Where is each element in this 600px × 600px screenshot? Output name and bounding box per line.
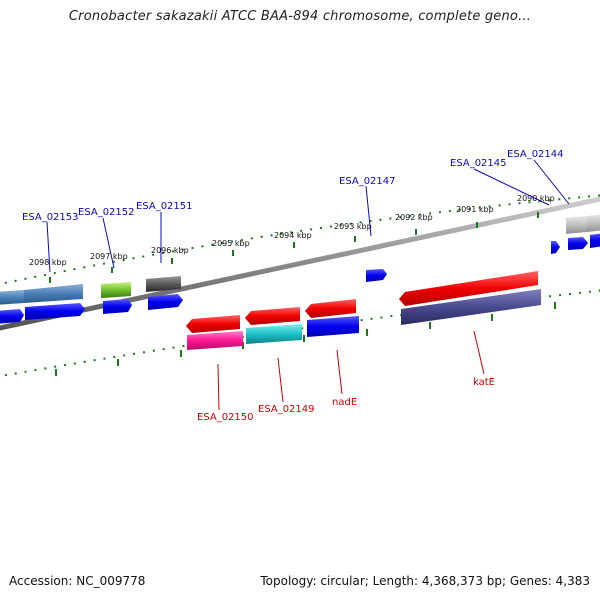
gene-feature[interactable] <box>587 214 600 232</box>
forward-strand-genes <box>0 214 600 324</box>
label-leaders <box>46 159 570 273</box>
reverse-strand-genes <box>186 271 541 350</box>
gene-label[interactable]: ESA_02149 <box>258 404 315 415</box>
gene-feature[interactable] <box>0 309 24 324</box>
tick-label: 2092 kbp <box>395 213 433 222</box>
tick-label: 2091 kbp <box>456 205 494 214</box>
gene-feature[interactable] <box>566 216 587 234</box>
accession-text: Accession: NC_009778 <box>9 574 146 588</box>
scale-labels: 2098 kbp 2097 kbp 2096 kbp 2095 kbp 2094… <box>29 194 555 267</box>
tick-label: 2095 kbp <box>212 239 250 248</box>
upper-major-ticks <box>49 212 539 283</box>
gene-label[interactable]: ESA_02152 <box>78 207 135 218</box>
tick-label: 2096 kbp <box>151 246 189 255</box>
tick-label: 2094 kbp <box>274 231 312 240</box>
gene-feature[interactable] <box>148 294 183 310</box>
gene-label[interactable]: ESA_02147 <box>339 176 396 187</box>
gene-label[interactable]: katE <box>473 377 495 388</box>
tick-label: 2093 kbp <box>334 222 372 231</box>
gene-feature[interactable] <box>0 290 24 305</box>
gene-feature[interactable] <box>246 324 302 344</box>
gene-feature[interactable] <box>551 241 560 254</box>
gene-feature[interactable] <box>187 331 243 350</box>
gene-feature[interactable] <box>590 233 600 248</box>
gene-feature[interactable] <box>25 303 85 320</box>
gene-labels-bottom: ESA_02150 ESA_02149 nadE katE <box>197 377 495 423</box>
gene-feature[interactable] <box>24 284 83 303</box>
gene-feature[interactable] <box>186 315 240 333</box>
gene-feature[interactable] <box>146 276 181 292</box>
scale-track-upper <box>0 194 600 285</box>
gene-label[interactable]: nadE <box>332 397 357 408</box>
label-leaders-bottom <box>217 330 485 411</box>
gene-feature[interactable] <box>401 289 541 325</box>
tick-label: 2097 kbp <box>90 252 128 261</box>
gene-label[interactable]: ESA_02153 <box>22 212 79 223</box>
gene-feature[interactable] <box>399 271 538 306</box>
map-title: Cronobacter sakazakii ATCC BAA-894 chrom… <box>68 9 532 24</box>
tick-label: 2098 kbp <box>29 258 67 267</box>
gene-label[interactable]: ESA_02151 <box>136 201 193 212</box>
gene-feature[interactable] <box>305 299 356 318</box>
lower-major-ticks <box>55 302 556 376</box>
gene-feature[interactable] <box>103 299 132 314</box>
genome-summary-text: Topology: circular; Length: 4,368,373 bp… <box>260 574 590 588</box>
gene-feature[interactable] <box>366 269 387 282</box>
gene-feature[interactable] <box>101 282 131 298</box>
gene-label[interactable]: ESA_02145 <box>450 158 507 169</box>
gene-feature[interactable] <box>245 307 300 325</box>
gene-labels-top: ESA_02153 ESA_02152 ESA_02151 ESA_02147 … <box>22 149 564 223</box>
gene-label[interactable]: ESA_02150 <box>197 412 254 423</box>
gene-label[interactable]: ESA_02144 <box>507 149 564 160</box>
gene-feature[interactable] <box>568 237 588 250</box>
gene-feature[interactable] <box>307 316 359 337</box>
